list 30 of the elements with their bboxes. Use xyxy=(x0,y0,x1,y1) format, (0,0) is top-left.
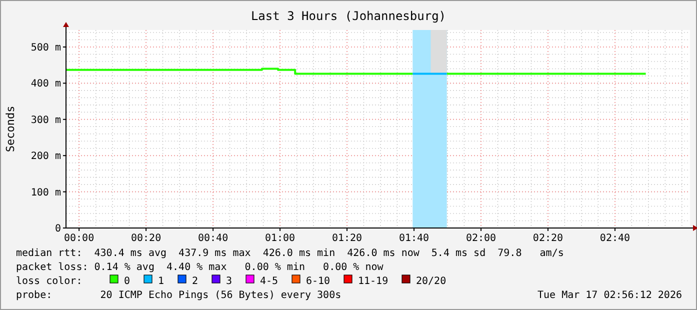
x-tick-label: 00:20 xyxy=(130,233,162,244)
x-tick-label: 02:00 xyxy=(466,233,496,244)
x-tick-label: 00:40 xyxy=(198,233,228,244)
y-tick-label: 100 m xyxy=(30,187,61,198)
legend-label: 3 xyxy=(226,276,232,287)
x-tick-label: 00:00 xyxy=(64,233,94,244)
legend-label: 6-10 xyxy=(306,276,330,287)
legend-label: 11-19 xyxy=(358,276,388,287)
legend-label: 4-5 xyxy=(260,276,278,287)
chart-title: Last 3 Hours (Johannesburg) xyxy=(250,9,446,23)
legend-label: 0 xyxy=(124,276,130,287)
x-tick-label: 01:00 xyxy=(264,233,296,244)
y-axis-title: Seconds xyxy=(4,106,17,152)
x-tick-label: 01:20 xyxy=(332,233,362,244)
y-tick-label: 500 m xyxy=(30,42,61,54)
x-tick-label: 01:40 xyxy=(398,233,430,244)
text: probe: 20 ICMP Echo Pings (56 Bytes) every 300s xyxy=(16,290,342,301)
legend-title: loss color: xyxy=(16,276,82,287)
x-tick-label: 02:20 xyxy=(532,233,564,244)
text: median rtt: 430.4 ms avg 437.9 ms max 426.0 ms min 426.0 ms now 5.4 ms sd 79.8 am/s xyxy=(16,248,564,259)
legend-label: 20/20 xyxy=(416,276,446,287)
y-tick-label: 0 xyxy=(54,224,61,234)
text: packet loss: 0.14 % avg 4.40 % max 0.00 % min 0.00 % now xyxy=(16,262,384,273)
legend-label: 2 xyxy=(192,276,198,287)
y-tick-label: 200 m xyxy=(30,151,61,162)
text: Tue Mar 17 02:56:12 2026 xyxy=(538,290,682,301)
y-tick-label: 400 m xyxy=(30,78,61,90)
x-tick-label: 02:40 xyxy=(600,233,630,244)
legend-label: 1 xyxy=(158,276,164,287)
y-tick-label: 300 m xyxy=(30,114,61,126)
